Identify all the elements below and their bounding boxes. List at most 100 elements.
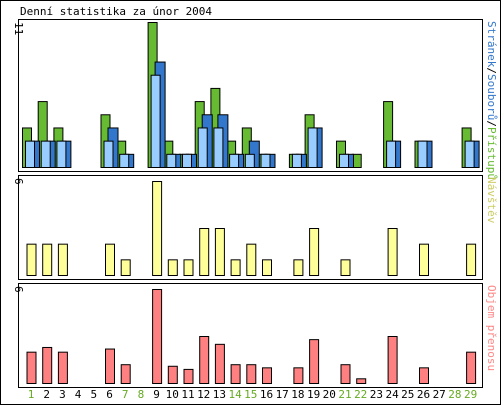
volume-bar — [466, 351, 477, 384]
volume-bar — [419, 367, 429, 385]
pages-bar — [386, 140, 397, 169]
x-tick-label: 21 — [338, 388, 351, 401]
visitors-bar — [105, 243, 115, 277]
visitors-bar — [230, 259, 241, 277]
y-axis-max-label: 11 — [12, 22, 25, 35]
pages-bar — [150, 74, 161, 168]
x-tick-label: 8 — [138, 388, 145, 401]
pages-bar — [417, 140, 428, 169]
x-tick-label: 19 — [307, 388, 320, 401]
x-tick-label: 4 — [75, 388, 82, 401]
volume-bar — [293, 367, 304, 385]
x-tick-label: 18 — [291, 388, 304, 401]
visitors-bar — [293, 259, 304, 277]
volume-bar — [262, 367, 272, 385]
volume-bar — [42, 346, 53, 385]
x-tick-label: 16 — [260, 388, 273, 401]
legend-entry: Stránek — [485, 21, 498, 68]
x-tick-label: 10 — [166, 388, 179, 401]
x-tick-label: 5 — [90, 388, 97, 401]
volume-bar — [152, 289, 163, 384]
pages-bar — [25, 140, 35, 169]
visitors-bar — [340, 259, 351, 277]
x-tick-label: 6 — [106, 388, 113, 401]
volume-bar — [57, 351, 68, 384]
x-tick-label: 23 — [370, 388, 383, 401]
pages-bar — [56, 140, 67, 169]
legend-entry: Přístupů — [485, 127, 498, 180]
panel-legend: Objem přenosu — [485, 285, 498, 371]
x-tick-label: 27 — [433, 388, 446, 401]
volume-bar — [230, 364, 241, 385]
x-tick-label: 25 — [401, 388, 414, 401]
pages-bar — [260, 153, 271, 168]
visitors-bar — [309, 228, 320, 276]
pages-bar — [244, 153, 255, 168]
pages-bar — [339, 153, 349, 168]
legend-entry: / — [485, 120, 498, 127]
pages-bar — [40, 140, 51, 169]
x-tick-label: 9 — [153, 388, 160, 401]
x-tick-label: 24 — [385, 388, 399, 401]
legend-entry: / — [485, 67, 498, 74]
x-tick-label: 13 — [213, 388, 226, 401]
chart-title: Denní statistika za únor 2004 — [20, 5, 212, 18]
volume-bar — [356, 378, 367, 384]
visitors-bar — [152, 181, 163, 276]
legend-entry: Objem přenosu — [485, 285, 498, 371]
x-tick-label: 3 — [59, 388, 66, 401]
pages-bar — [166, 153, 177, 168]
x-tick-label: 12 — [197, 388, 210, 401]
visitors-bar — [419, 243, 429, 277]
pages-bar — [464, 140, 475, 169]
volume-bar — [167, 365, 178, 384]
volume-bar — [387, 336, 398, 384]
visitors-bar — [57, 243, 68, 277]
volume-bar — [340, 364, 351, 385]
x-tick-label: 26 — [417, 388, 430, 401]
panel-3: 6 Objem přenosu — [12, 283, 498, 388]
panel-frame — [18, 175, 483, 280]
volume-bar — [309, 339, 320, 384]
x-tick-label: 15 — [244, 388, 257, 401]
panel-legend: Stránek/Souborů/Přístupů — [485, 21, 498, 180]
volume-bar — [105, 348, 115, 384]
pages-bar — [229, 153, 240, 168]
visitors-bar — [26, 243, 37, 277]
visitors-bar — [262, 259, 272, 277]
legend-entry: Souborů — [485, 74, 498, 120]
y-axis-max-label: 6 — [12, 178, 25, 185]
volume-bar — [246, 364, 257, 385]
visitors-bar — [42, 243, 53, 277]
visitors-bar — [214, 228, 225, 276]
panel-frame — [18, 283, 483, 388]
visitors-bar — [246, 243, 257, 277]
volume-bar — [214, 343, 225, 385]
pages-bar — [103, 140, 114, 169]
volume-bar — [183, 368, 194, 384]
pages-bar — [119, 153, 130, 168]
volume-bar — [199, 336, 210, 384]
volume-bar — [26, 351, 37, 384]
pages-bar — [213, 127, 224, 168]
volume-bar — [120, 364, 131, 385]
x-tick-label: 1 — [28, 388, 35, 401]
pages-bar — [182, 153, 192, 168]
x-tick-label: 7 — [122, 388, 129, 401]
visitors-bar — [183, 259, 194, 277]
panel-1: 11 Stránek/Souborů/Přístupů — [12, 19, 498, 180]
pages-bar — [307, 127, 318, 168]
legend-entry: Návštěv — [485, 177, 498, 224]
visitors-bar — [167, 259, 178, 277]
x-tick-label: 22 — [354, 388, 367, 401]
pages-bar — [197, 127, 208, 168]
y-axis-max-label: 6 — [12, 286, 25, 293]
x-tick-label: 28 — [448, 388, 461, 401]
visitors-bar — [466, 243, 477, 277]
pages-bar — [291, 153, 302, 168]
panel-2: 6 Návštěv — [12, 175, 498, 280]
